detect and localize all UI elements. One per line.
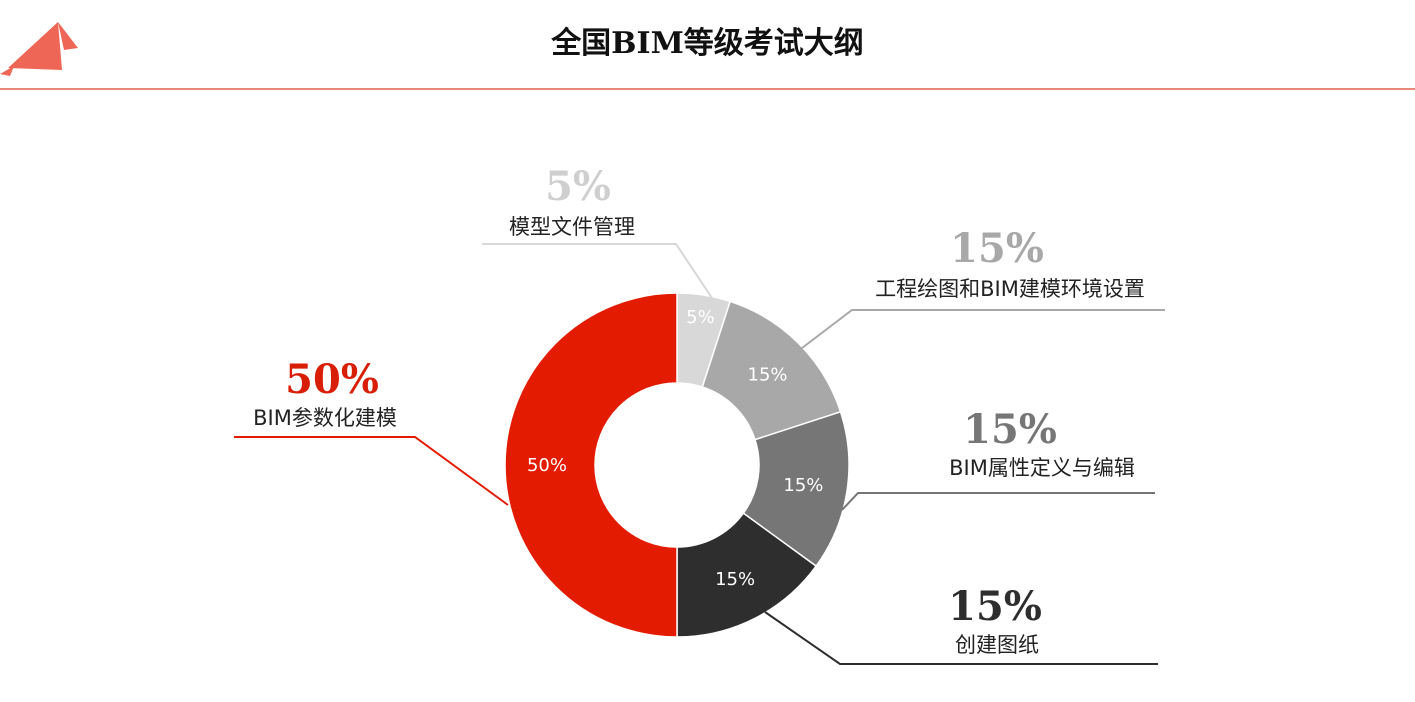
callout-percent-1: 15% — [950, 225, 1044, 272]
callout-percent-3: 15% — [948, 583, 1042, 630]
callout-name-4: BIM参数化建模 — [253, 406, 397, 430]
logo-triangle-tiny — [0, 66, 14, 76]
logo-triangle-large — [8, 22, 62, 70]
slice-4 — [504, 292, 678, 638]
slice-label-4: 50% — [527, 455, 567, 476]
callout-percent-4: 50% — [285, 356, 379, 403]
header-divider — [0, 88, 1415, 90]
slice-label-1: 15% — [748, 364, 788, 385]
callout-line-0 — [482, 243, 713, 299]
callout-percent-2: 15% — [963, 406, 1057, 453]
logo-triangle-small — [58, 22, 78, 50]
callout-line-4 — [234, 436, 509, 506]
callout-name-2: BIM属性定义与编辑 — [949, 456, 1135, 480]
callout-name-1: 工程绘图和BIM建模环境设置 — [875, 277, 1145, 301]
page-title: 全国BIM等级考试大纲 — [551, 26, 864, 61]
callout-line-3 — [764, 611, 1158, 665]
callout-name-3: 创建图纸 — [955, 633, 1039, 657]
callout-line-1 — [801, 309, 1165, 349]
callout-percent-0: 5% — [545, 163, 611, 210]
callout-name-0: 模型文件管理 — [509, 215, 635, 239]
slice-label-0: 5% — [686, 307, 715, 328]
logo-icon — [0, 22, 78, 76]
slice-label-3: 15% — [715, 569, 755, 590]
slice-label-2: 15% — [783, 475, 823, 496]
callout-line-2 — [841, 492, 1155, 511]
